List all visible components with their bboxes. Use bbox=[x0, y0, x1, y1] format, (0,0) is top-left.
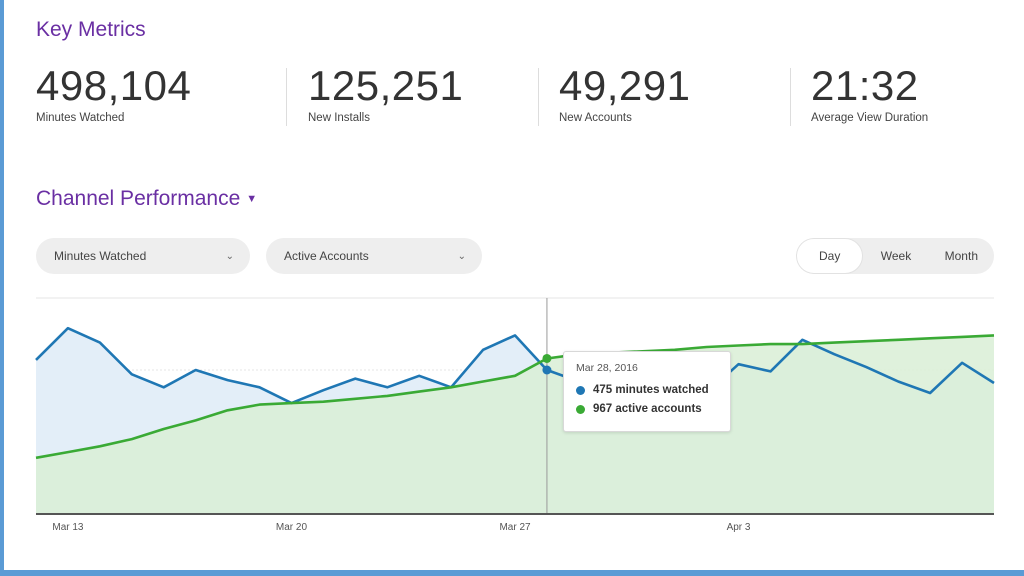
minutes-legend-dot bbox=[576, 385, 585, 395]
metric-minutes-watched: 498,104 Minutes Watched bbox=[36, 62, 191, 124]
accounts-hover-point bbox=[542, 353, 552, 363]
active-accounts-line bbox=[35, 334, 995, 460]
metric-value: 125,251 bbox=[308, 62, 464, 109]
minutes-hover-point bbox=[542, 365, 552, 375]
metric-value: 498,104 bbox=[36, 62, 192, 109]
caret-down-icon: ▼ bbox=[246, 193, 258, 206]
metric-new-accounts: 49,291 New Accounts bbox=[559, 62, 690, 124]
metric-label: Average View Duration bbox=[811, 112, 929, 124]
channel-performance-title: Channel Performance bbox=[36, 187, 241, 210]
tooltip-accounts-row: 967 active accounts bbox=[576, 403, 718, 415]
chart-tooltip: Mar 28, 2016 475 minutes watched 967 act… bbox=[563, 351, 731, 432]
window-frame-left bbox=[0, 0, 4, 576]
metric-label: New Installs bbox=[308, 112, 370, 124]
active-accounts-area bbox=[36, 335, 994, 514]
metric-label: New Accounts bbox=[559, 112, 632, 124]
metric-average-view-duration: 21:32 Average View Duration bbox=[811, 62, 928, 124]
window-frame-bottom bbox=[0, 570, 1024, 576]
tooltip-accounts-text: 967 active accounts bbox=[593, 403, 702, 415]
key-metrics-title: Key Metrics bbox=[36, 18, 146, 41]
chevron-down-icon: ⌄ bbox=[457, 250, 466, 262]
metric-label: Minutes Watched bbox=[36, 112, 125, 124]
metric-value: 21:32 bbox=[811, 62, 919, 109]
range-toggle: Day Week Month bbox=[796, 238, 994, 274]
minutes-watched-line bbox=[35, 326, 995, 405]
metric-divider bbox=[538, 68, 539, 126]
x-tick-label: Apr 3 bbox=[727, 522, 751, 533]
range-month-button[interactable]: Month bbox=[944, 249, 978, 263]
accounts-legend-dot bbox=[576, 404, 585, 414]
tooltip-minutes-text: 475 minutes watched bbox=[593, 384, 709, 396]
x-tick-label: Mar 27 bbox=[499, 522, 531, 533]
range-week-button[interactable]: Week bbox=[880, 249, 912, 263]
metric-new-installs: 125,251 New Installs bbox=[308, 62, 463, 124]
x-tick-label: Mar 20 bbox=[276, 522, 308, 533]
tooltip-minutes-row: 475 minutes watched bbox=[576, 384, 718, 396]
metric-divider bbox=[286, 68, 287, 126]
metric-select-primary[interactable]: Minutes Watched ⌄ bbox=[36, 238, 250, 274]
chevron-down-icon: ⌄ bbox=[225, 250, 234, 262]
metric-select-secondary-value: Active Accounts bbox=[284, 249, 369, 263]
channel-performance-menu[interactable]: Channel Performance ▼ bbox=[36, 187, 257, 211]
x-tick-label: Mar 13 bbox=[52, 522, 84, 533]
metric-select-secondary[interactable]: Active Accounts ⌄ bbox=[266, 238, 482, 274]
metric-value: 49,291 bbox=[559, 62, 691, 109]
range-day-button[interactable]: Day bbox=[796, 238, 864, 274]
metric-divider bbox=[790, 68, 791, 126]
tooltip-date: Mar 28, 2016 bbox=[576, 362, 638, 374]
channel-performance-chart[interactable]: Mar 13 Mar 20 Mar 27 Apr 3 bbox=[0, 290, 1024, 550]
metric-select-primary-value: Minutes Watched bbox=[54, 249, 147, 263]
